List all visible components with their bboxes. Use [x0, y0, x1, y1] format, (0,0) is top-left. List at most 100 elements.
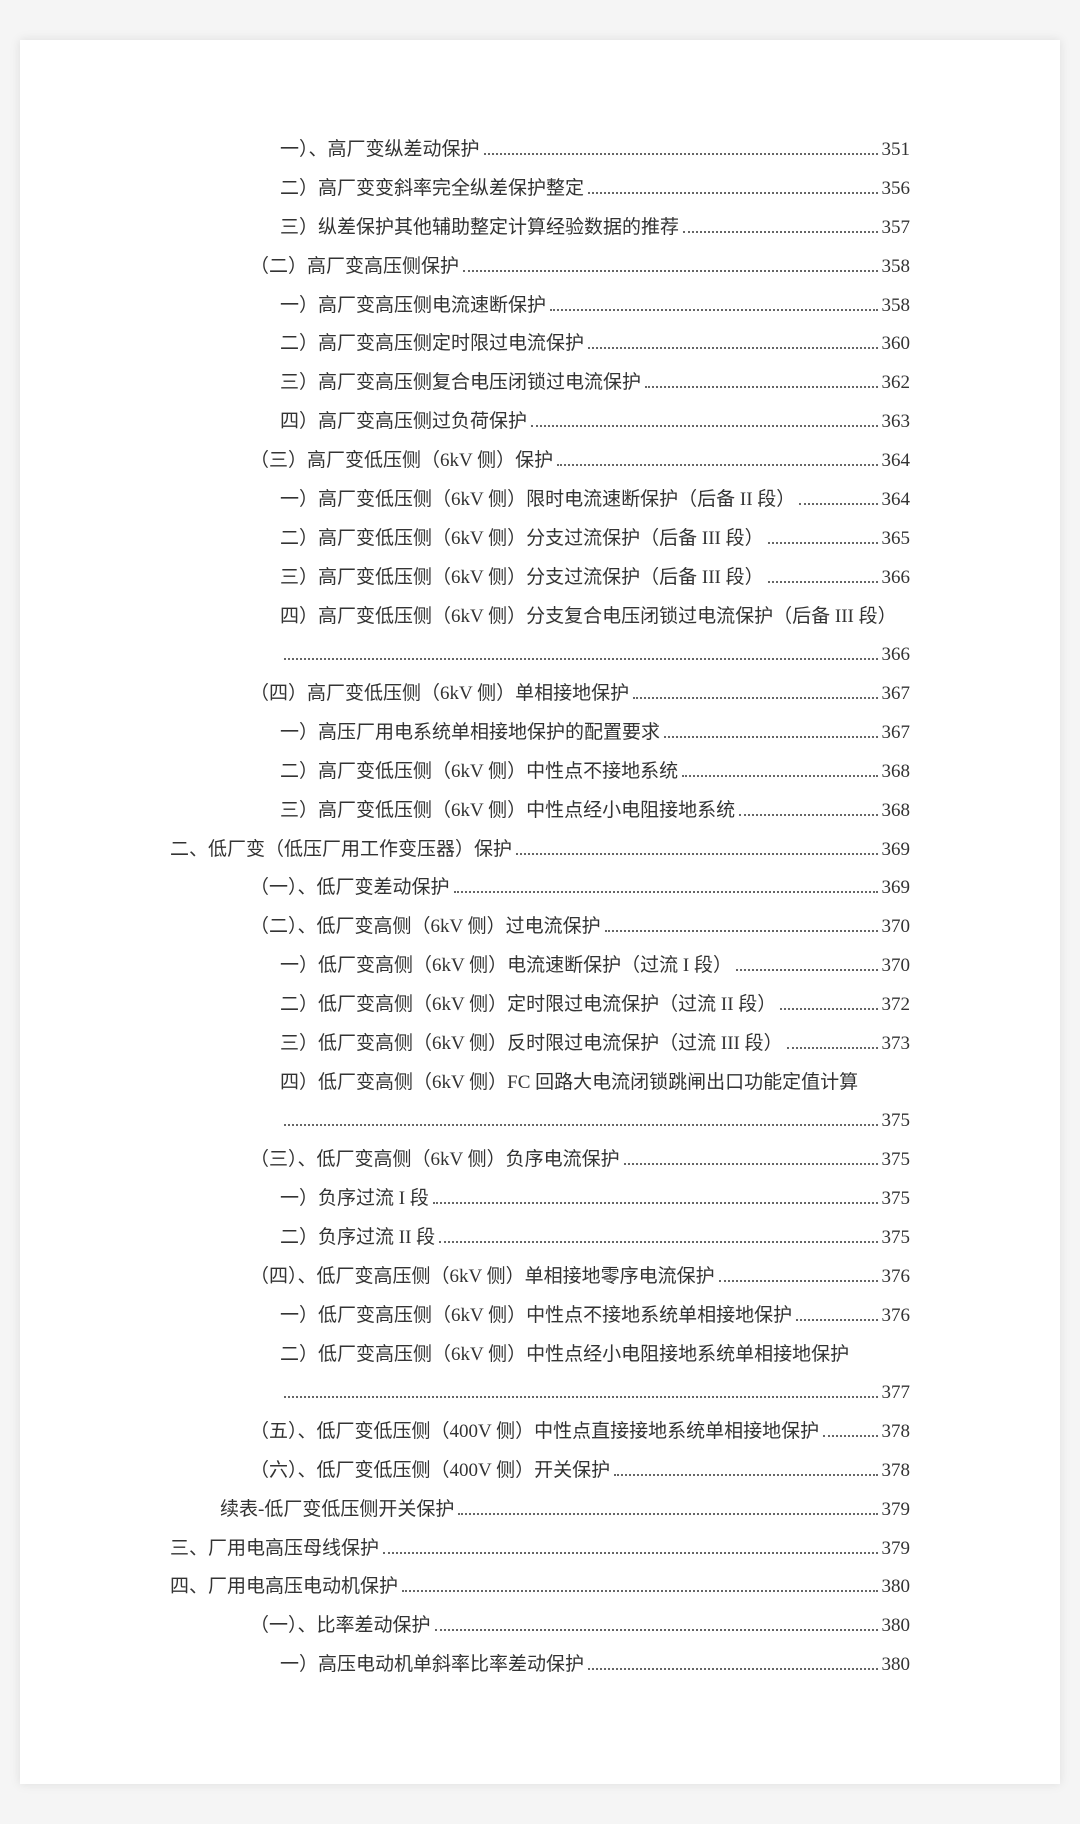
- toc-entry: 一）、高厂变纵差动保护 351: [170, 135, 910, 165]
- toc-entry: 三、厂用电高压母线保护379: [170, 1534, 910, 1564]
- toc-text: 二、低厂变（低压厂用工作变压器）保护: [170, 835, 512, 865]
- toc-entry: 二）负序过流 II 段375: [170, 1223, 910, 1253]
- toc-page-number: 375: [882, 1223, 911, 1253]
- toc-entry: 一）高压电动机单斜率比率差动保护 380: [170, 1650, 910, 1680]
- toc-dots: [439, 1241, 877, 1243]
- toc-entry: （六）、低厂变低压侧（400V 侧）开关保护378: [170, 1456, 910, 1486]
- toc-entry: 二）低厂变高侧（6kV 侧）定时限过电流保护（过流 II 段）372: [170, 990, 910, 1020]
- toc-dots: [284, 1396, 878, 1398]
- toc-text: （三）高厂变低压侧（6kV 侧）保护: [250, 446, 553, 476]
- toc-dots: [550, 309, 877, 311]
- toc-text: 四）低厂变高侧（6kV 侧）FC 回路大电流闭锁跳闸出口功能定值计算: [280, 1072, 858, 1093]
- toc-entry: （二）、低厂变高侧（6kV 侧）过电流保护370: [170, 912, 910, 942]
- toc-text: （四）、低厂变高压侧（6kV 侧）单相接地零序电流保护: [250, 1262, 715, 1292]
- toc-entry: 一）低厂变高侧（6kV 侧）电流速断保护（过流 I 段）370: [170, 951, 910, 981]
- toc-text: （二）、低厂变高侧（6kV 侧）过电流保护: [250, 912, 601, 942]
- toc-dots: [787, 1047, 878, 1049]
- toc-text: （六）、低厂变低压侧（400V 侧）开关保护: [250, 1456, 610, 1486]
- toc-page-number: 369: [882, 873, 911, 903]
- toc-entry: （二）高厂变高压侧保护358: [170, 252, 910, 282]
- toc-page-number: 367: [882, 718, 911, 748]
- toc-dots: [383, 1552, 877, 1554]
- toc-dots: [557, 464, 877, 466]
- toc-dots: [435, 1629, 878, 1631]
- toc-entry: 三）高厂变低压侧（6kV 侧）中性点经小电阻接地系统368: [170, 796, 910, 826]
- toc-entry: 一）负序过流 I 段 375: [170, 1184, 910, 1214]
- toc-container: 一）、高厂变纵差动保护 351 二）高厂变变斜率完全纵差保护整定356 三）纵差保护其…: [170, 135, 910, 1681]
- toc-dots: [736, 969, 878, 971]
- toc-text: 二）低厂变高侧（6kV 侧）定时限过电流保护（过流 II 段）: [280, 990, 776, 1020]
- toc-dots: [588, 192, 877, 194]
- toc-page-number: 377: [882, 1378, 911, 1408]
- toc-entry: 续表-低厂变低压侧开关保护379: [170, 1495, 910, 1525]
- toc-text: （三）、低厂变高侧（6kV 侧）负序电流保护: [250, 1145, 620, 1175]
- toc-page-number: 358: [882, 252, 911, 282]
- toc-entry: 二）高厂变低压侧（6kV 侧）分支过流保护（后备 III 段） 365: [170, 524, 910, 554]
- toc-text: 二）高厂变低压侧（6kV 侧）分支过流保护（后备 III 段）: [280, 524, 764, 554]
- toc-page: 一）、高厂变纵差动保护 351 二）高厂变变斜率完全纵差保护整定356 三）纵差保护其…: [20, 40, 1060, 1784]
- toc-dots: [664, 736, 877, 738]
- toc-page-number: 373: [882, 1029, 911, 1059]
- toc-entry: （四）高厂变低压侧（6kV 侧）单相接地保护367: [170, 679, 910, 709]
- toc-page-number: 365: [882, 524, 911, 554]
- toc-dots: [796, 1319, 877, 1321]
- toc-entry: （一）、低厂变差动保护 369: [170, 873, 910, 903]
- toc-text: 一）、高厂变纵差动保护: [280, 135, 480, 165]
- toc-dots: [768, 581, 878, 583]
- toc-text: 一）高压厂用电系统单相接地保护的配置要求: [280, 718, 660, 748]
- toc-entry: 一）高厂变低压侧（6kV 侧）限时电流速断保护（后备 II 段）364: [170, 485, 910, 515]
- toc-entry: 三）纵差保护其他辅助整定计算经验数据的推荐 357: [170, 213, 910, 243]
- toc-entry: 三）高厂变低压侧（6kV 侧）分支过流保护（后备 III 段）366: [170, 563, 910, 593]
- toc-text: 四）高厂变低压侧（6kV 侧）分支复合电压闭锁过电流保护（后备 III 段）: [280, 606, 897, 627]
- toc-dots: [683, 231, 877, 233]
- toc-page-number: 370: [882, 951, 911, 981]
- toc-text: 一）低厂变高压侧（6kV 侧）中性点不接地系统单相接地保护: [280, 1301, 792, 1331]
- toc-entry: 二）高厂变变斜率完全纵差保护整定356: [170, 174, 910, 204]
- toc-text: 一）负序过流 I 段: [280, 1184, 429, 1214]
- toc-entry: 三）高厂变高压侧复合电压闭锁过电流保护362: [170, 368, 910, 398]
- toc-entry: （五）、低厂变低压侧（400V 侧）中性点直接接地系统单相接地保护378: [170, 1417, 910, 1447]
- toc-dots: [284, 1124, 878, 1126]
- toc-text: 一）高压电动机单斜率比率差动保护: [280, 1650, 584, 1680]
- toc-entry: 一）高厂变高压侧电流速断保护358: [170, 291, 910, 321]
- toc-page-number: 380: [882, 1650, 911, 1680]
- toc-entry: 一）低厂变高压侧（6kV 侧）中性点不接地系统单相接地保护376: [170, 1301, 910, 1331]
- toc-dots: [484, 153, 878, 155]
- toc-dots: [780, 1008, 877, 1010]
- toc-page-number: 351: [882, 135, 911, 165]
- toc-text: 二）低厂变高压侧（6kV 侧）中性点经小电阻接地系统单相接地保护: [280, 1344, 849, 1365]
- toc-page-number: 380: [882, 1611, 911, 1641]
- toc-dots: [614, 1474, 877, 1476]
- toc-page-number: 378: [882, 1417, 911, 1447]
- toc-dots: [605, 930, 878, 932]
- toc-dots: [402, 1590, 877, 1592]
- toc-entry-wrapped: 四）低厂变高侧（6kV 侧）FC 回路大电流闭锁跳闸出口功能定值计算375: [170, 1068, 910, 1137]
- toc-text: 三）纵差保护其他辅助整定计算经验数据的推荐: [280, 213, 679, 243]
- toc-dots: [624, 1163, 878, 1165]
- toc-entry: 一）高压厂用电系统单相接地保护的配置要求 367: [170, 718, 910, 748]
- toc-entry: 四、厂用电高压电动机保护380: [170, 1572, 910, 1602]
- toc-text: 三）高厂变低压侧（6kV 侧）中性点经小电阻接地系统: [280, 796, 735, 826]
- toc-dots: [768, 542, 878, 544]
- toc-dots: [633, 697, 877, 699]
- toc-text: （一）、比率差动保护: [250, 1611, 431, 1641]
- toc-text: （四）高厂变低压侧（6kV 侧）单相接地保护: [250, 679, 629, 709]
- toc-entry: （三）、低厂变高侧（6kV 侧）负序电流保护 375: [170, 1145, 910, 1175]
- toc-text: （一）、低厂变差动保护: [250, 873, 450, 903]
- toc-page-number: 376: [882, 1262, 911, 1292]
- toc-text: 一）高厂变高压侧电流速断保护: [280, 291, 546, 321]
- toc-page-number: 375: [882, 1184, 911, 1214]
- toc-entry: （三）高厂变低压侧（6kV 侧）保护364: [170, 446, 910, 476]
- toc-page-number: 357: [882, 213, 911, 243]
- toc-dots: [463, 270, 877, 272]
- toc-dots: [645, 386, 877, 388]
- toc-page-number: 368: [882, 757, 911, 787]
- toc-text: 续表-低厂变低压侧开关保护: [220, 1495, 454, 1525]
- toc-page-number: 360: [882, 329, 911, 359]
- toc-entry: 三）低厂变高侧（6kV 侧）反时限过电流保护（过流 III 段）373: [170, 1029, 910, 1059]
- toc-page-number: 366: [882, 640, 911, 670]
- toc-text: 四、厂用电高压电动机保护: [170, 1572, 398, 1602]
- toc-text: 一）高厂变低压侧（6kV 侧）限时电流速断保护（后备 II 段）: [280, 485, 795, 515]
- toc-page-number: 375: [882, 1145, 911, 1175]
- toc-dots: [799, 503, 877, 505]
